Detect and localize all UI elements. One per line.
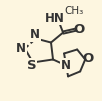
Text: HN: HN <box>45 12 64 25</box>
Text: O: O <box>83 52 94 65</box>
Text: S: S <box>27 59 36 72</box>
Text: CH₃: CH₃ <box>65 6 84 16</box>
Text: N: N <box>30 28 40 41</box>
Text: O: O <box>73 23 85 36</box>
Text: N: N <box>61 59 71 72</box>
Text: N: N <box>16 42 26 55</box>
